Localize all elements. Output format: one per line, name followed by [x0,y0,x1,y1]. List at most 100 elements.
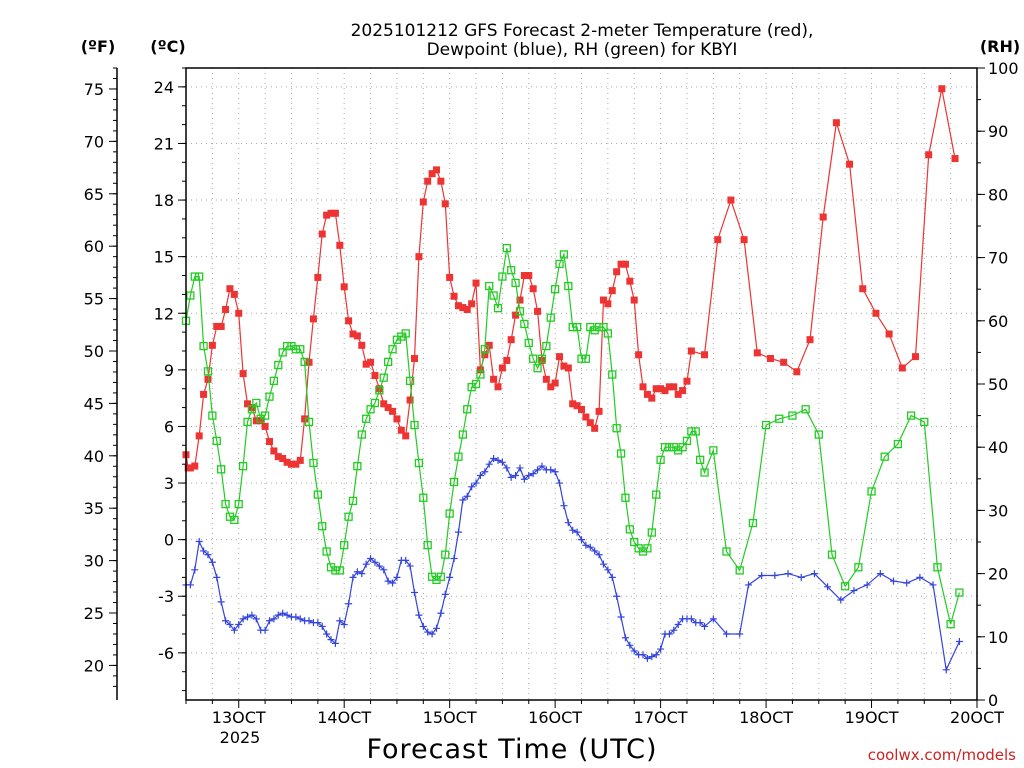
fahrenheit-tick-label: 45 [84,394,104,413]
temperature-point [516,296,524,304]
dewpoint-point [494,456,502,464]
rh-point [854,563,863,572]
rh-point [366,405,375,414]
dewpoint-point [709,615,717,623]
temperature-point [314,273,322,281]
dewpoint-point [758,571,766,579]
rh-point [841,582,850,591]
dewpoint-point [670,626,678,634]
temperature-point [309,315,317,323]
rh-point [247,405,257,414]
dewpoint-point [406,562,414,570]
temperature-point [248,404,256,412]
rh-point [318,522,327,531]
temperature-point [362,360,370,368]
dewpoint-point [630,647,638,655]
celsius-tick-label: 21 [154,134,174,153]
temperature-point [766,355,774,363]
dewpoint-point [204,551,212,559]
temperature-point [832,119,840,127]
temperature-point [859,285,867,293]
rh-point [489,291,498,300]
rh-point [454,452,463,461]
dewpoint-point [248,611,256,619]
temperature-point [261,422,269,430]
dewpoint-point [534,466,542,474]
temperature-point [621,260,629,268]
temperature-point [424,177,432,185]
rh-point [700,468,709,477]
rh-point [291,345,301,354]
rh-point [652,490,661,499]
rh-point [555,259,564,269]
temperature-point [525,272,533,280]
rh-point [568,322,577,332]
dewpoint-point [200,547,208,555]
dewpoint-point [591,547,599,555]
celsius-tick-label: 0 [164,531,174,550]
x-tick-label: 17OCT [634,708,688,727]
x-tick-label: 19OCT [845,708,899,727]
rh-point [687,427,696,436]
temperature-point [349,330,357,338]
temperature-point [415,253,423,261]
dewpoint-point [490,455,498,463]
dewpoint-point [371,558,379,566]
rh-unit-label: (RH) [980,37,1020,56]
temperature-point [239,370,247,378]
rh-point [867,487,876,496]
temperature-point [639,383,647,391]
fahrenheit-unit-label: (ºF) [81,37,116,56]
dewpoint-point [520,475,528,483]
rh-point [893,439,903,449]
rh-point [572,322,582,332]
dewpoint-point [345,600,353,608]
temperature-point [578,405,585,413]
rh-point [282,341,292,351]
dewpoint-point [621,634,629,642]
temperature-point [551,379,559,387]
rh-point [608,370,617,379]
rh-point [217,465,226,474]
rh-point [814,430,823,439]
rh-point [656,455,665,464]
dewpoint-c-line [186,457,960,672]
temperature-point [270,447,278,455]
dewpoint-point [564,519,572,527]
dewpoint-point [573,528,581,536]
chart-title-line1: 2025101212 GFS Forecast 2-meter Temperat… [351,21,814,41]
dewpoint-point [538,462,546,470]
rh-tick-label: 40 [988,438,1008,457]
temperature-point [701,351,709,359]
temperature-point [925,151,933,159]
rh-point [520,319,529,329]
rh-point [362,414,371,423]
dewpoint-point [186,581,194,589]
temperature-point [450,292,458,300]
temperature-point [265,438,273,446]
dewpoint-point [239,615,247,623]
x-axis-title: Forecast Time (UTC) [366,734,657,765]
rh-point [621,493,630,502]
temperature-point [938,85,946,93]
dewpoint-point [599,560,607,568]
temperature-point [547,383,555,391]
rh-tick-label: 90 [988,122,1008,141]
temperature-point [287,460,295,468]
dewpoint-point [569,526,577,534]
rh-point [357,430,366,439]
rh-tick-label: 20 [988,565,1008,584]
dewpoint-point [235,621,243,629]
dewpoint-point [468,483,476,491]
rh-point [643,544,652,553]
temperature-point [542,375,550,383]
temperature-point [191,462,199,470]
rh-point [344,512,353,521]
dewpoint-point [323,630,331,638]
temperature-c-line [185,88,956,469]
rh-point [230,515,239,525]
rh-point [480,345,489,354]
rh-tick-label: 70 [988,249,1008,268]
dewpoint-point [191,566,199,574]
